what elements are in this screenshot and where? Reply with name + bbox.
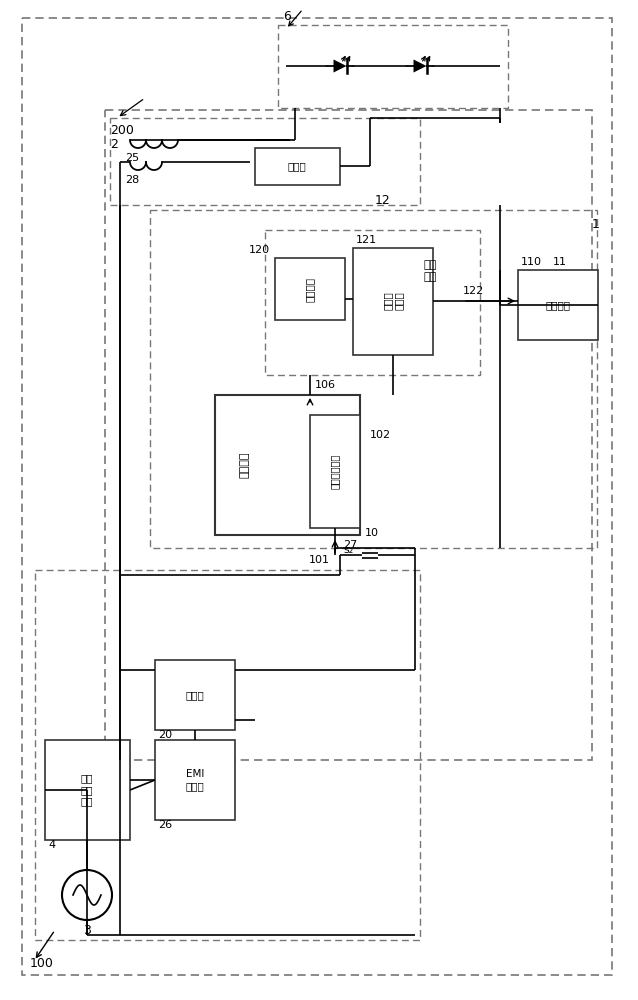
Text: 感应模块: 感应模块: [240, 452, 250, 478]
Bar: [278, 25, 508, 108]
Text: 阻尼电阵: 阻尼电阵: [305, 276, 315, 302]
Text: 1: 1: [592, 219, 600, 232]
Text: 100: 100: [30, 957, 54, 970]
Text: 102: 102: [370, 430, 391, 440]
Text: 11: 11: [553, 257, 567, 267]
Text: 26: 26: [158, 820, 172, 830]
Bar: [45, 740, 130, 840]
Bar: [215, 395, 360, 535]
Bar: [275, 258, 345, 320]
Bar: [155, 660, 235, 730]
Text: 6: 6: [283, 10, 291, 23]
Bar: [265, 230, 480, 375]
Text: 控制路: 控制路: [288, 161, 306, 171]
Text: 整流器: 整流器: [186, 690, 204, 700]
Text: 200: 200: [110, 123, 134, 136]
Text: 2: 2: [110, 138, 118, 151]
Text: 3: 3: [83, 924, 91, 936]
Bar: [105, 110, 592, 760]
Polygon shape: [334, 60, 346, 73]
Text: EMI
滤波器: EMI 滤波器: [186, 769, 204, 791]
Text: 第二开
关电路: 第二开 关电路: [382, 292, 404, 310]
Text: 106: 106: [315, 380, 336, 390]
Bar: [110, 118, 420, 205]
Text: 120: 120: [249, 245, 270, 255]
Text: 第一开关电路: 第一开关电路: [330, 453, 340, 489]
Polygon shape: [413, 60, 426, 73]
Text: 25: 25: [125, 153, 139, 163]
Text: 110: 110: [521, 257, 542, 267]
Bar: [150, 210, 597, 548]
Bar: [518, 270, 598, 340]
Bar: [255, 148, 340, 185]
Text: 10: 10: [365, 528, 379, 538]
Text: 12: 12: [375, 194, 390, 207]
Bar: [310, 415, 360, 528]
Text: 相位
控刐
光器: 相位 控刐 光器: [81, 773, 93, 807]
Bar: [155, 740, 235, 820]
Bar: [353, 248, 433, 355]
Text: 121: 121: [356, 235, 377, 245]
Text: s₂: s₂: [343, 545, 353, 555]
Text: 4: 4: [48, 840, 55, 850]
Text: 20: 20: [158, 730, 172, 740]
Text: 28: 28: [125, 175, 139, 185]
Text: 阻尼
模块: 阻尼 模块: [424, 260, 436, 282]
Bar: [35, 570, 420, 940]
Text: 122: 122: [463, 286, 484, 296]
Text: 偏置模块: 偏置模块: [545, 300, 570, 310]
Text: 27: 27: [343, 540, 357, 550]
Text: 101: 101: [309, 555, 330, 565]
